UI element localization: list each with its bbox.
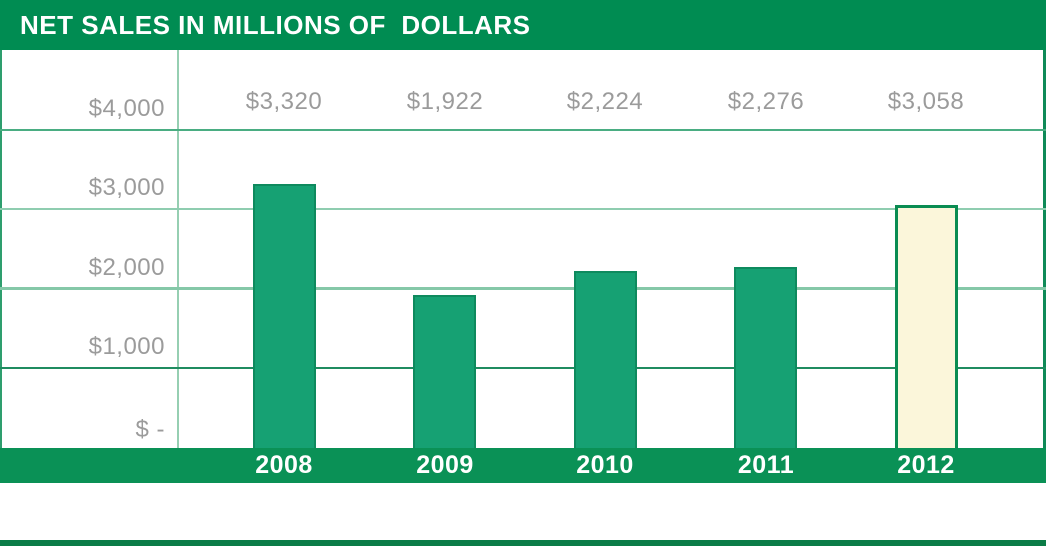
chart-area: $4,000 $3,000 $2,000 $1,000 $ - $3,320 $1,922 $… [0, 50, 1046, 448]
y-tick-label-1000: $1,000 [88, 333, 165, 360]
year-label-2009: 2009 [416, 451, 474, 479]
gridline-4000 [0, 129, 1046, 131]
data-label-2012: $3,058 [887, 88, 965, 115]
bar-2009 [413, 295, 476, 448]
year-label-2012: 2012 [897, 451, 955, 479]
chart-header-bar: NET SALES IN MILLIONS OF DOLLARS [0, 0, 1046, 50]
data-label-2009: $1,922 [406, 88, 484, 115]
data-label-2010: $2,224 [566, 88, 644, 115]
bar-2012 [895, 205, 958, 448]
y-tick-label-2000: $2,000 [88, 254, 165, 281]
chart-left-border [0, 50, 2, 448]
year-label-2011: 2011 [737, 451, 795, 479]
bar-2008 [253, 184, 316, 448]
footer-spacer [0, 483, 1046, 540]
data-label-2011: $2,276 [727, 88, 805, 115]
chart-title: NET SALES IN MILLIONS OF DOLLARS [20, 10, 531, 40]
gridline-1000 [0, 367, 1046, 369]
y-tick-label-4000: $4,000 [88, 95, 165, 122]
y-axis-line [177, 50, 179, 448]
y-tick-label-0: $ - [135, 416, 165, 443]
bottom-strip [0, 540, 1046, 546]
gridline-3000 [0, 208, 1046, 210]
year-label-2008: 2008 [255, 451, 313, 479]
y-tick-label-3000: $3,000 [88, 174, 165, 201]
bar-2010 [574, 271, 637, 448]
chart-right-border [1043, 50, 1046, 448]
data-label-2008: $3,320 [245, 88, 323, 115]
bar-2011 [734, 267, 797, 448]
x-axis-band: 2008 2009 2010 2011 2012 [0, 448, 1046, 483]
year-label-2010: 2010 [576, 451, 634, 479]
gridline-2000 [0, 287, 1046, 290]
